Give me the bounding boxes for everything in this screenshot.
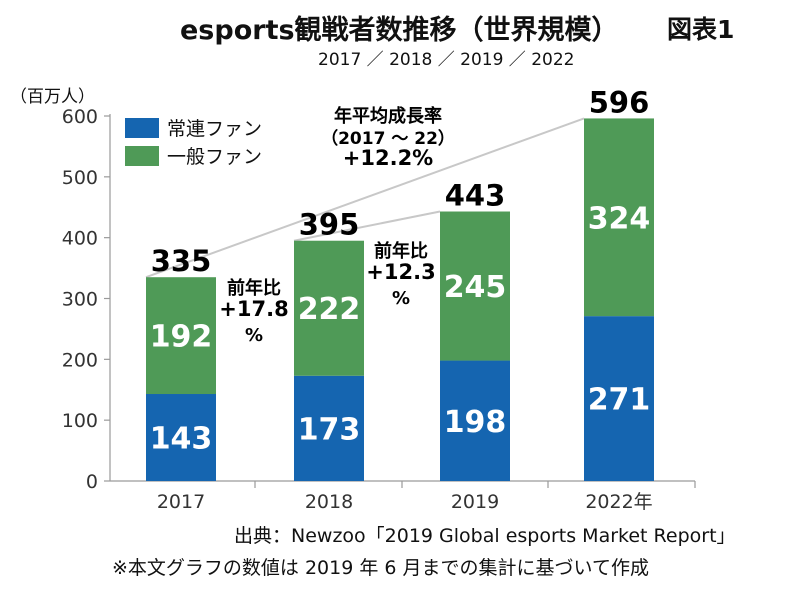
- footnote: ※本文グラフの数値は 2019 年 6 月までの集計に基づいて作成: [112, 557, 649, 579]
- annotation-yoy-2018: %: [245, 325, 263, 346]
- bar-general-fans: [294, 240, 364, 376]
- data-label-regular: 271: [588, 383, 651, 418]
- y-tick-label: 600: [62, 106, 98, 128]
- y-tick-label: 0: [86, 471, 98, 493]
- annotation-yoy-2019: +12.3: [366, 260, 435, 284]
- annotation-cagr: （2017 ～ 22）: [321, 128, 455, 149]
- x-tick-label: 2018: [305, 491, 353, 513]
- data-label-total: 395: [299, 208, 360, 242]
- data-label-total: 335: [151, 244, 212, 278]
- data-label-general: 245: [444, 270, 507, 305]
- x-tick-label: 2017: [157, 491, 205, 513]
- data-label-regular: 198: [444, 405, 507, 440]
- y-tick-label: 500: [62, 167, 98, 189]
- chart-subtitle: 2017 ／ 2018 ／ 2019 ／ 2022: [318, 50, 575, 70]
- y-tick-label: 100: [62, 410, 98, 432]
- annotation-cagr: +12.2%: [343, 146, 433, 170]
- bar-regular-fans: [584, 316, 654, 481]
- bar-regular-fans: [440, 360, 510, 481]
- data-label-general: 192: [150, 320, 213, 355]
- y-axis-unit-label: （百万人）: [10, 87, 95, 107]
- source-note: 出典：Newzoo「2019 Global esports Market Rep…: [234, 525, 736, 547]
- annotation-yoy-2018: +17.8: [219, 297, 288, 321]
- annotation-yoy-2018: 前年比: [227, 277, 281, 299]
- legend-swatch-general: [125, 146, 159, 166]
- legend-label-general: 一般ファン: [167, 146, 262, 168]
- bar-regular-fans: [146, 394, 216, 481]
- data-label-total: 596: [589, 85, 650, 119]
- cagr-trend-line: [145, 117, 585, 279]
- x-tick-label: 2022年: [585, 491, 652, 513]
- chart-title: esports観戦者数推移（世界規模）: [180, 15, 619, 46]
- y-tick-label: 300: [62, 289, 98, 311]
- annotation-yoy-2019: %: [392, 288, 410, 309]
- bar-general-fans: [146, 277, 216, 395]
- yoy-trend-line: [293, 210, 441, 242]
- legend-label-regular: 常連ファン: [167, 118, 262, 140]
- annotation-yoy-2019: 前年比: [374, 240, 428, 262]
- data-label-regular: 173: [298, 412, 361, 447]
- data-label-general: 222: [298, 292, 361, 327]
- data-label-regular: 143: [150, 422, 213, 457]
- x-tick-label: 2019: [451, 491, 499, 513]
- bar-general-fans: [584, 118, 654, 317]
- bar-regular-fans: [294, 375, 364, 481]
- annotation-cagr: 年平均成長率: [334, 105, 442, 127]
- data-label-total: 443: [445, 179, 506, 213]
- data-label-general: 324: [588, 201, 651, 236]
- y-tick-label: 200: [62, 349, 98, 371]
- figure-label: 図表1: [667, 15, 735, 44]
- legend-swatch-regular: [125, 118, 159, 138]
- y-tick-label: 400: [62, 228, 98, 250]
- bar-general-fans: [440, 211, 510, 361]
